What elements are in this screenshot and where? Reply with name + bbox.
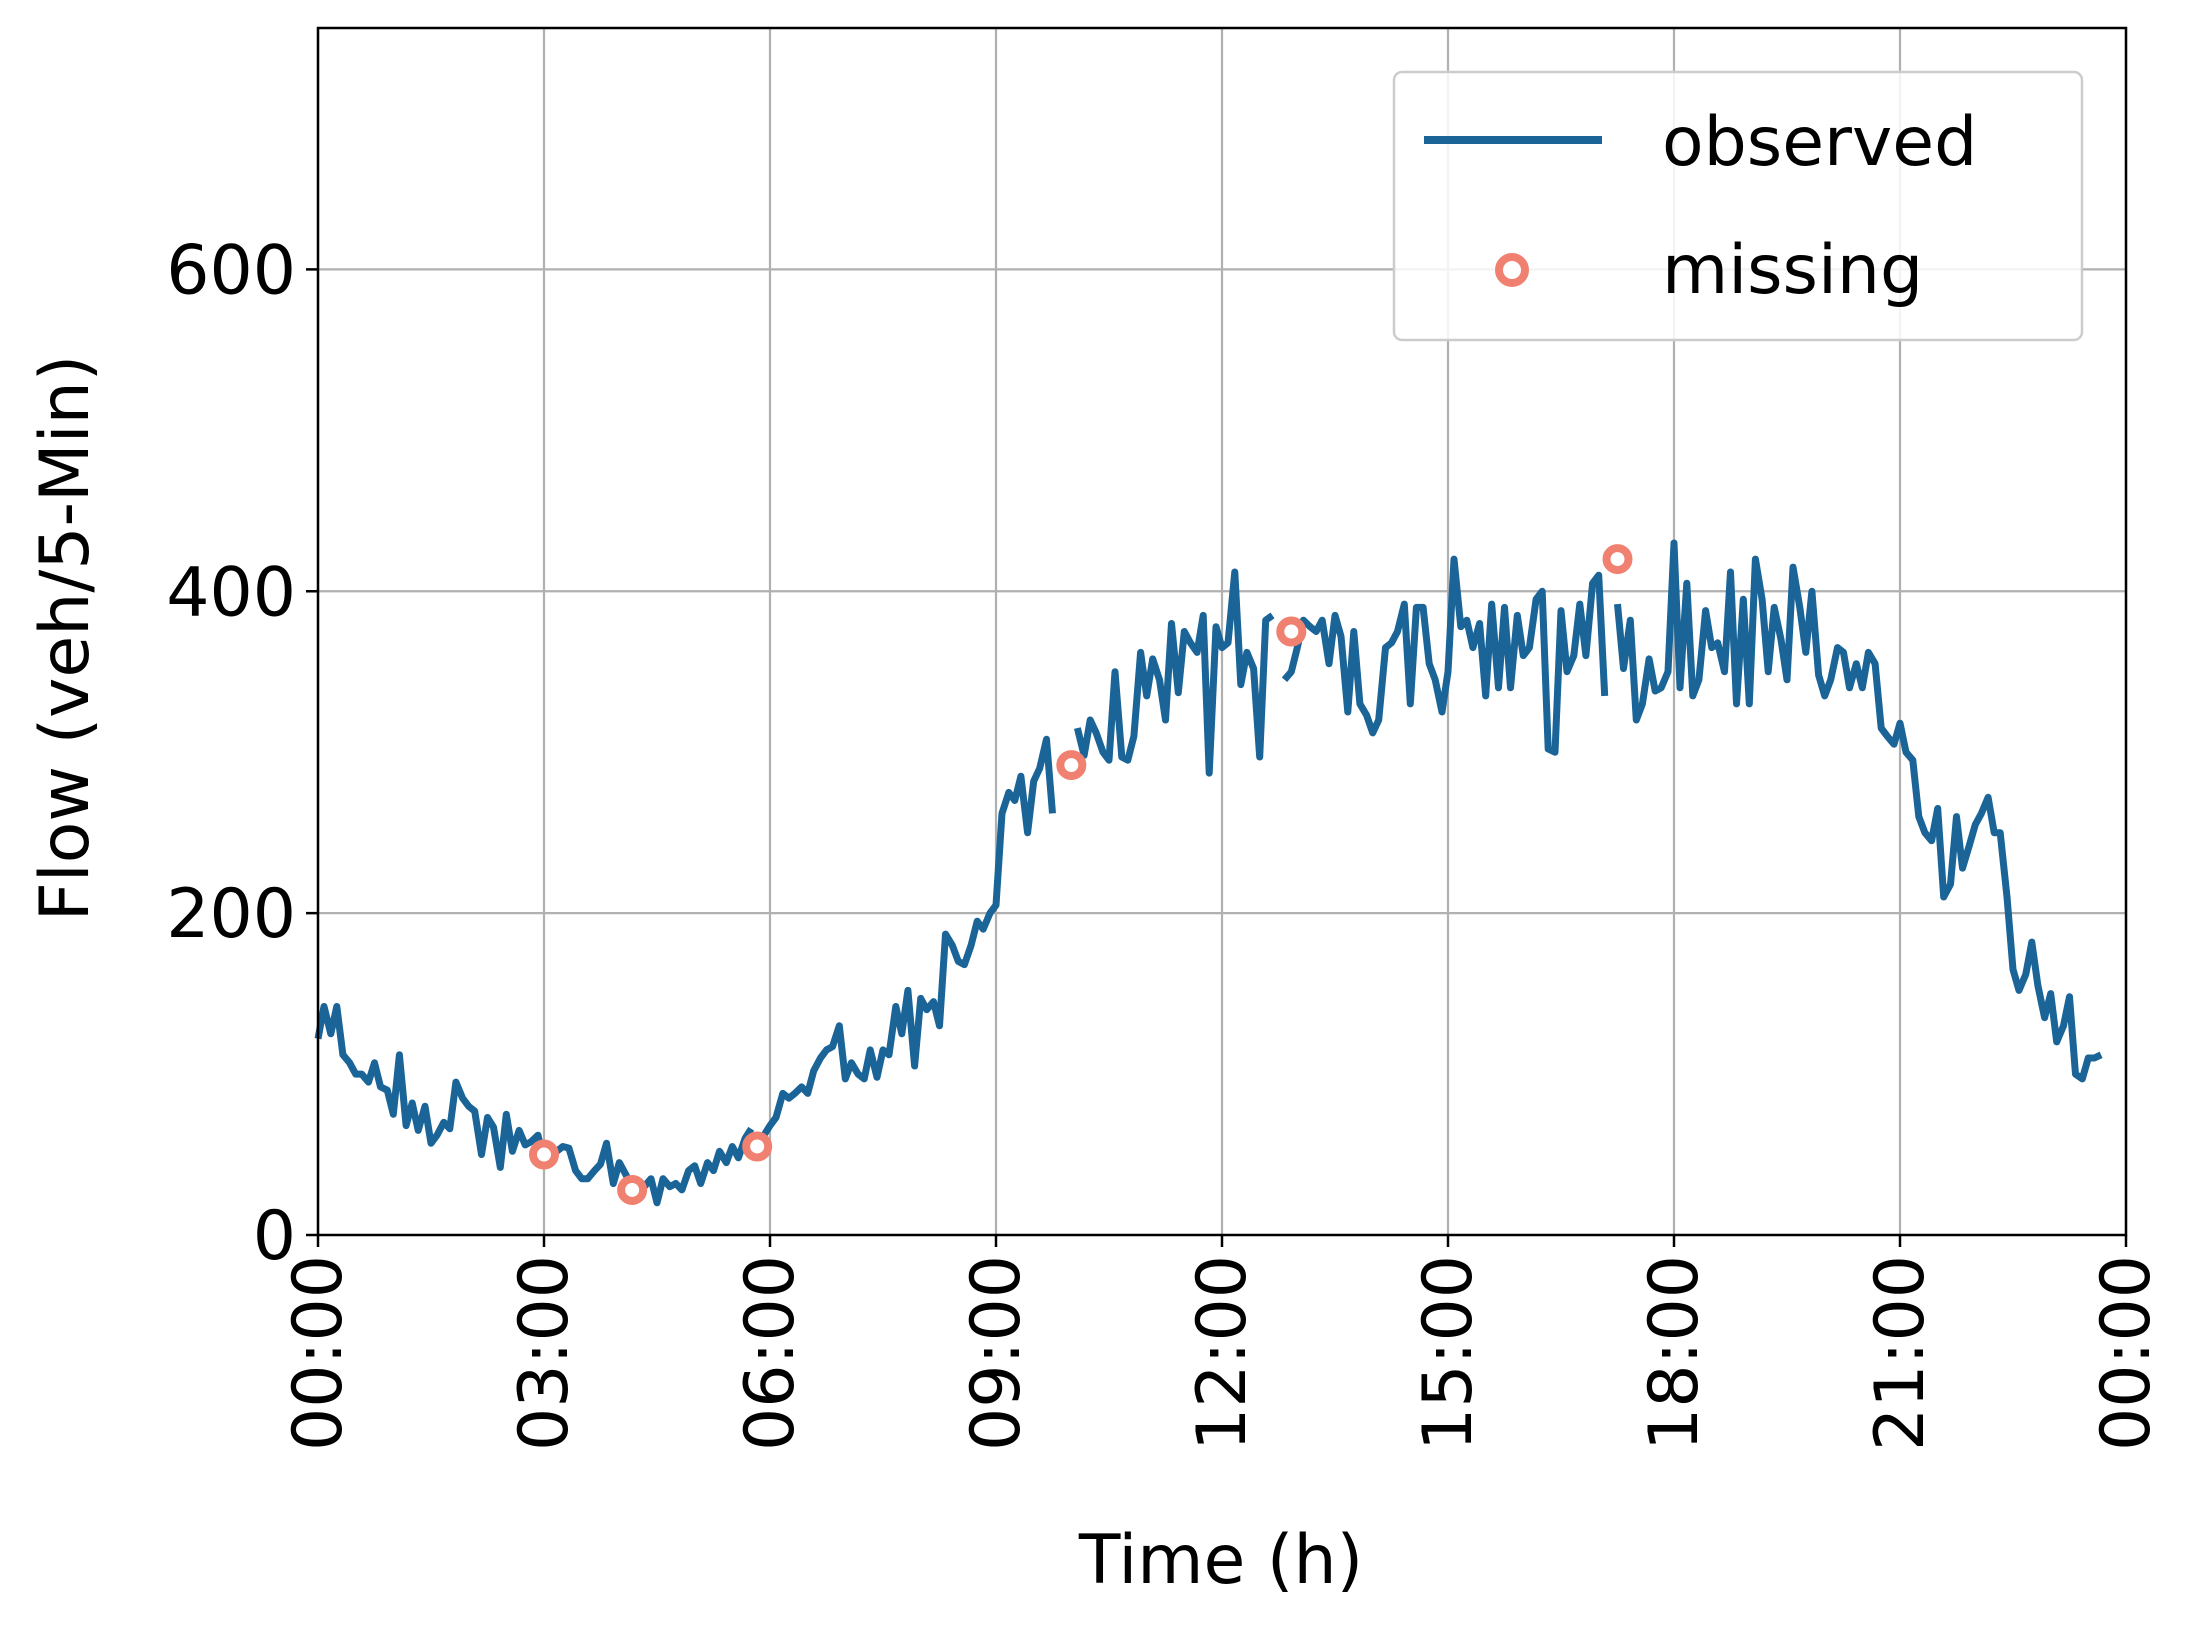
legend-missing-label: missing xyxy=(1662,231,1923,310)
x-tick-label: 03:00 xyxy=(505,1255,584,1451)
missing-point xyxy=(742,1131,773,1162)
axis-ticks: 00:00 03:00 06:00 09:00 12:00 15:00 18:00 21:00… xyxy=(166,231,2166,1451)
observed-line-segment xyxy=(636,1126,755,1207)
missing-point xyxy=(1276,616,1307,647)
y-axis-label: Flow (veh/5-Min) xyxy=(26,355,105,921)
x-tick-label: 00:00 xyxy=(2087,1255,2166,1451)
observed-line-segment xyxy=(1614,539,2103,1083)
legend[interactable]: observed missing xyxy=(1392,70,2084,342)
x-tick-label: 12:00 xyxy=(1183,1255,1262,1451)
x-tick-label: 21:00 xyxy=(1861,1255,1940,1451)
y-tick-label: 200 xyxy=(166,875,296,954)
legend-observed-label: observed xyxy=(1662,103,1977,182)
observed-line-segment xyxy=(1281,555,1609,756)
x-tick-label: 18:00 xyxy=(1635,1255,1714,1451)
observed-line-segment xyxy=(547,1139,636,1189)
x-axis-label: Time (h) xyxy=(1078,1521,1363,1600)
observed-line-segment xyxy=(761,735,1056,1138)
x-tick-label: 00:00 xyxy=(279,1255,358,1451)
missing-point xyxy=(1602,544,1633,575)
observed-line-segment xyxy=(314,1003,548,1171)
legend-missing-marker xyxy=(1495,253,1529,287)
plot-series xyxy=(314,539,2103,1207)
missing-point xyxy=(617,1174,648,1205)
y-tick-label: 400 xyxy=(166,553,296,632)
x-tick-label: 15:00 xyxy=(1409,1255,1488,1451)
missing-point xyxy=(1056,750,1087,781)
y-tick-label: 600 xyxy=(166,231,296,310)
y-tick-label: 0 xyxy=(253,1197,296,1276)
observed-line-segment xyxy=(1074,568,1275,777)
missing-point xyxy=(529,1139,559,1170)
x-tick-label: 09:00 xyxy=(957,1255,1036,1451)
x-tick-label: 06:00 xyxy=(731,1255,810,1451)
